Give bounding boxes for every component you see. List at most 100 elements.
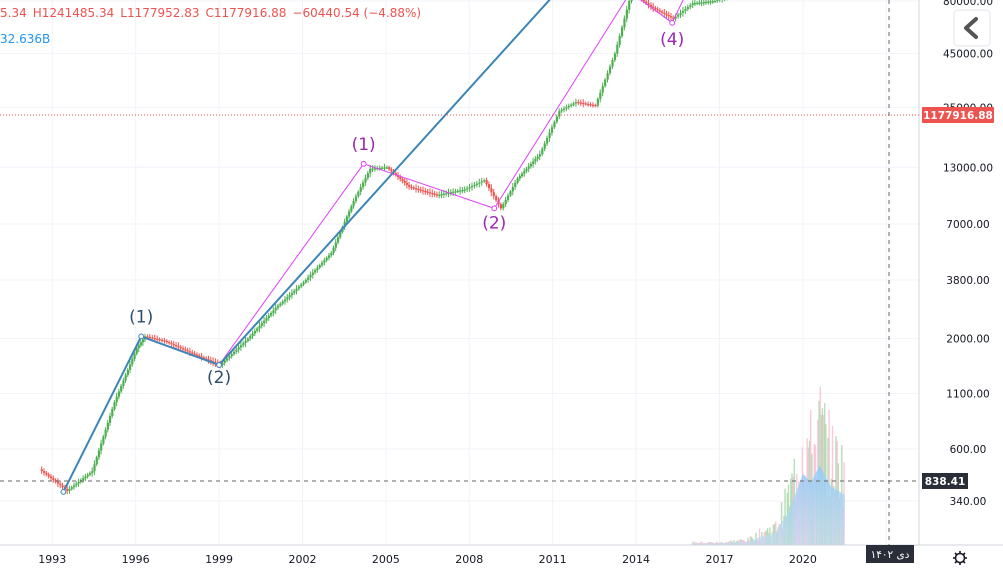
candle-down [212, 361, 215, 363]
candle-up [596, 99, 599, 106]
candle-up [339, 232, 342, 238]
candle-down [431, 192, 434, 195]
candle-down [165, 340, 168, 343]
candle-up [253, 330, 257, 334]
candle-up [625, 9, 628, 19]
candle-up [345, 216, 349, 222]
volume-bar [828, 409, 830, 545]
candle-up [104, 429, 107, 437]
candle-down [390, 169, 393, 172]
candle-up [674, 16, 677, 19]
candle-up [270, 312, 273, 316]
candle-down [181, 348, 185, 350]
candle-up [97, 450, 101, 458]
candle-up [286, 297, 289, 300]
candle-up [117, 391, 121, 397]
crosshair-price-text: 838.41 [925, 476, 966, 488]
candle-up [538, 154, 541, 157]
ohlc-close: C1177916.88 [206, 6, 287, 20]
candle-down [647, 3, 650, 6]
wave-major-line [62, 0, 551, 493]
candle-up [137, 345, 140, 349]
candle-up [616, 44, 619, 54]
candle-up [86, 474, 89, 477]
candle-up [334, 242, 337, 248]
candle-up [452, 191, 455, 193]
ohlc-change: −60440.54 (−4.88%) [292, 6, 421, 20]
candle-down [661, 11, 664, 13]
candle-up [709, 1, 712, 3]
candle-up [565, 107, 568, 109]
candle-up [520, 173, 524, 177]
candle-up [276, 305, 280, 308]
candle-down [589, 104, 592, 106]
candle-down [415, 188, 418, 190]
candle-up [226, 358, 229, 361]
volume-bar [784, 488, 786, 545]
time-tick-label: 2002 [288, 553, 316, 566]
candle-up [711, 1, 714, 3]
candle-up [267, 315, 270, 319]
volume-bar [758, 528, 761, 545]
candle-down [179, 347, 182, 349]
wave-minor-label: (1) [352, 135, 376, 155]
candle-up [509, 191, 512, 196]
candle-up [534, 159, 537, 162]
candle-up [251, 333, 254, 337]
candle-down [422, 190, 425, 192]
candle-up [318, 265, 321, 268]
candle-down [412, 187, 415, 189]
candle-up [304, 279, 307, 283]
time-axis[interactable] [0, 545, 919, 571]
candle-down [582, 102, 585, 105]
candle-down [191, 352, 194, 354]
last-price-badge [922, 107, 994, 123]
candle-up [713, 0, 717, 3]
price-scale[interactable] [919, 0, 1003, 545]
candle-up [543, 143, 546, 149]
candle-up [350, 206, 353, 212]
candle-up [111, 409, 114, 416]
candle-up [297, 286, 301, 289]
candle-up [700, 2, 703, 4]
candle-down [209, 360, 212, 362]
candle-down [205, 358, 208, 360]
candle-down [645, 1, 648, 4]
candle-up [567, 105, 570, 108]
price-axis-ticks: 12000000.006000000.003200000.001800000.0… [943, 0, 993, 508]
candle-down [499, 204, 503, 209]
candle-up [516, 178, 519, 183]
candle-up [100, 443, 103, 451]
candle-up [620, 27, 624, 37]
time-tick-label: 2008 [455, 553, 483, 566]
candle-up [525, 168, 528, 172]
back-button[interactable] [953, 9, 991, 47]
candle-up [232, 351, 236, 355]
candle-down [153, 338, 156, 340]
ohlc-legend: 5.34 H1241485.34 L1177952.83 C1177916.88 −60… [0, 6, 421, 20]
candle-up [91, 471, 94, 473]
candle-down [408, 184, 411, 187]
candle-up [343, 221, 346, 227]
candle-up [502, 204, 505, 209]
candle-up [348, 211, 351, 217]
time-tick-label: 2005 [372, 553, 400, 566]
candle-down [665, 13, 668, 16]
wave-lines[interactable] [60, 0, 919, 495]
candle-up [574, 102, 578, 104]
wave-minor-label: (2) [482, 213, 506, 233]
candle-up [126, 369, 129, 376]
wave-minor-line-point [360, 160, 367, 167]
candle-up [558, 111, 561, 117]
last-price-text: 1177916.88 [923, 110, 993, 122]
ohlc-low: L1177952.83 [120, 6, 199, 20]
candle-up [618, 36, 621, 45]
candle-up [454, 191, 457, 193]
candle-up [373, 168, 377, 170]
time-tick-label: 1996 [122, 553, 150, 566]
candle-down [195, 354, 199, 356]
candle-down [184, 349, 187, 351]
settings-button[interactable] [953, 551, 967, 565]
candle-up [553, 121, 556, 128]
